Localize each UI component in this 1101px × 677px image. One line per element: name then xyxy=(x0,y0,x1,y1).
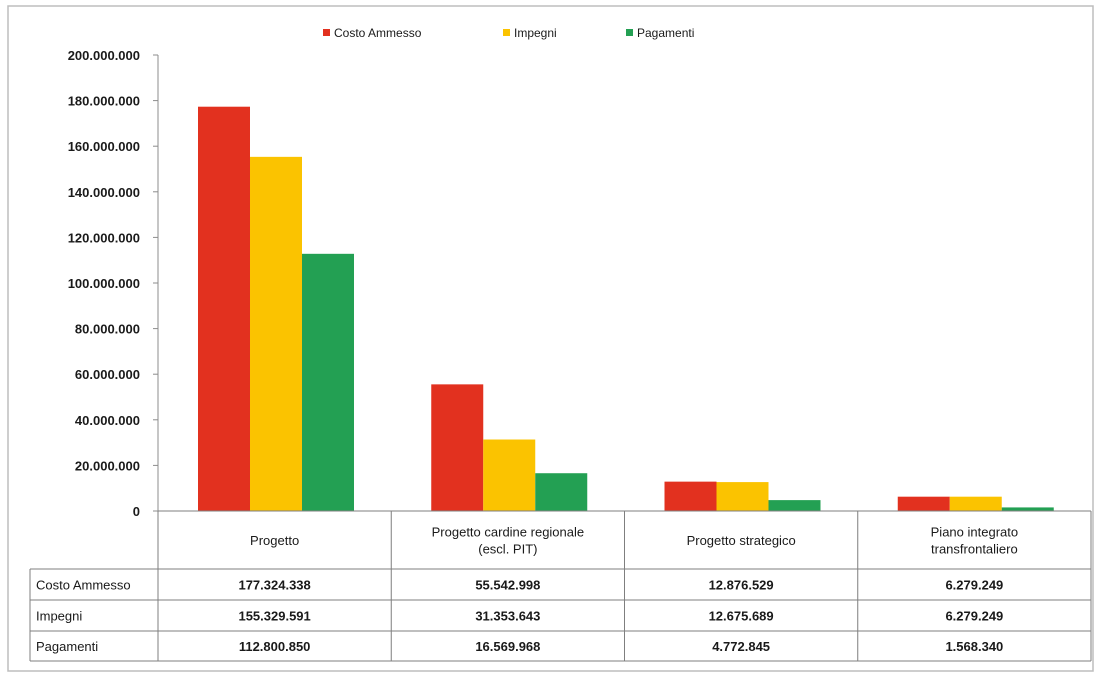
y-tick-label: 180.000.000 xyxy=(68,94,140,109)
y-tick-label: 0 xyxy=(133,504,140,519)
x-category-label: Progetto strategico xyxy=(687,533,796,548)
y-tick-label: 200.000.000 xyxy=(68,48,140,63)
y-tick-label: 40.000.000 xyxy=(75,413,140,428)
table-cell-value: 177.324.338 xyxy=(238,578,310,593)
bar-impegni-2 xyxy=(483,439,536,511)
table-row-header: Costo Ammesso xyxy=(36,578,131,593)
table-cell-value: 6.279.249 xyxy=(945,609,1003,624)
legend-label: Impegni xyxy=(514,26,557,40)
bar-costo-ammesso-4 xyxy=(897,496,950,511)
table-cell-value: 12.675.689 xyxy=(709,609,774,624)
table-cell-value: 4.772.845 xyxy=(712,639,770,654)
bar-pagamenti-3 xyxy=(768,500,821,511)
legend: Costo Ammesso Impegni Pagamenti xyxy=(323,26,694,40)
table-cell-value: 112.800.850 xyxy=(239,639,311,654)
table-cell-value: 6.279.249 xyxy=(945,578,1003,593)
x-category-label: Piano integrato xyxy=(931,525,1018,540)
table-cell-value: 1.568.340 xyxy=(945,639,1003,654)
legend-label: Pagamenti xyxy=(637,26,694,40)
y-tick-label: 60.000.000 xyxy=(75,367,140,382)
table-cell-value: 16.569.968 xyxy=(475,639,540,654)
y-tick-label: 140.000.000 xyxy=(68,185,140,200)
bar-costo-ammesso-2 xyxy=(431,384,484,511)
legend-swatch xyxy=(503,29,510,36)
x-category-label: Progetto cardine regionale xyxy=(432,525,585,540)
bar-impegni-4 xyxy=(949,496,1002,511)
bar-impegni-3 xyxy=(716,482,769,511)
y-tick-label: 80.000.000 xyxy=(75,322,140,337)
y-axis: 0 20.000.000 40.000.000 60.000.000 80.000.00… xyxy=(68,48,159,519)
bar-pagamenti-1 xyxy=(302,253,354,511)
x-category-label: transfrontaliero xyxy=(931,542,1018,557)
y-tick-label: 160.000.000 xyxy=(68,139,140,154)
table-row-header: Impegni xyxy=(36,609,82,624)
chart-border xyxy=(7,5,1094,672)
bar-pagamenti-4 xyxy=(1001,507,1054,511)
y-tick-label: 100.000.000 xyxy=(68,276,140,291)
bar-costo-ammesso-3 xyxy=(664,481,717,511)
x-category-label: (escl. PIT) xyxy=(478,542,537,557)
table-cell-value: 55.542.998 xyxy=(475,578,540,593)
legend-label: Costo Ammesso xyxy=(334,26,422,40)
legend-swatch xyxy=(323,29,330,36)
bar-costo-ammesso-1 xyxy=(198,106,250,512)
table-cell-value: 12.876.529 xyxy=(709,578,774,593)
table-row-header: Pagamenti xyxy=(36,639,98,654)
bar-impegni-1 xyxy=(250,156,302,512)
bar-pagamenti-2 xyxy=(535,473,588,511)
legend-swatch xyxy=(626,29,633,36)
x-category-label: Progetto xyxy=(250,533,299,548)
table-cell-value: 155.329.591 xyxy=(238,609,310,624)
data-table: Progetto Progetto cardine regionale (escl.… xyxy=(29,510,1092,662)
bars xyxy=(198,106,1054,512)
y-tick-label: 20.000.000 xyxy=(75,458,140,473)
table-cell-value: 31.353.643 xyxy=(475,609,540,624)
y-tick-label: 120.000.000 xyxy=(68,230,140,245)
